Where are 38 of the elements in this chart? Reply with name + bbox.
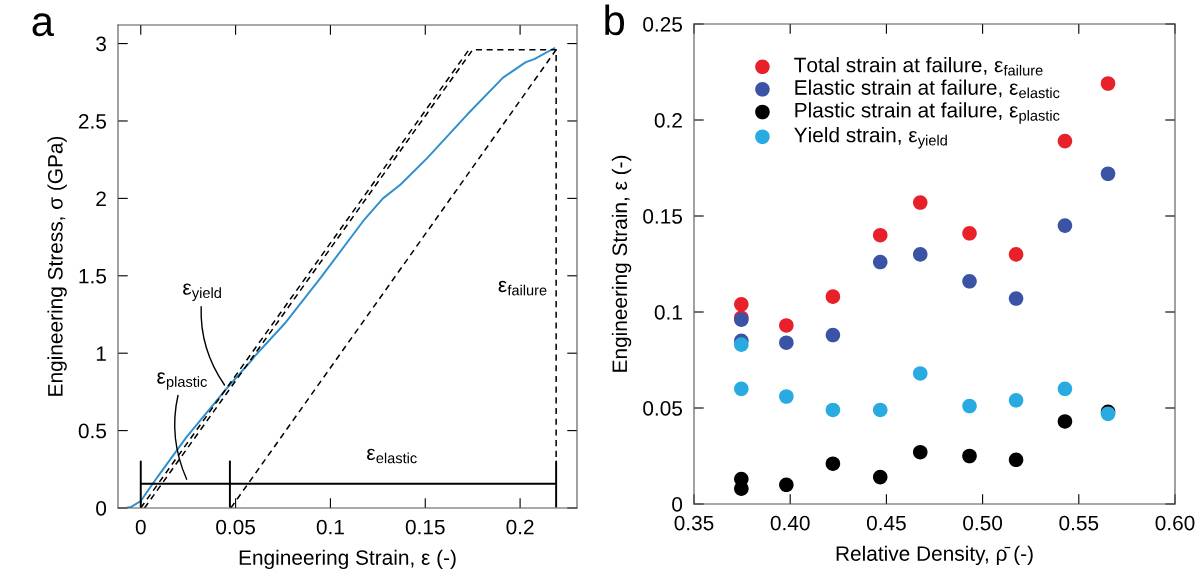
annotation: ε$_{failure}$: [498, 280, 547, 296]
x-tick-label: 0.1: [316, 519, 344, 535]
y-tick-label: 0.15: [643, 209, 683, 224]
y-tick-label: 0.5: [78, 423, 107, 439]
x-tick-label: 0.45: [866, 515, 906, 531]
annotation: ε$_{elastic}$: [367, 448, 417, 464]
legend-label: Elastic strain at failure, ε$_{elastic}$: [795, 79, 1060, 99]
x-tick-label: 0.60: [1155, 515, 1195, 531]
text: b: [605, 4, 625, 36]
legend-label: Total strain at failure, ε$_{failure}$: [794, 57, 1043, 76]
y-tick-label: 0.05: [643, 401, 683, 416]
x-tick-label: 0.50: [963, 515, 1003, 531]
y-tick-label: 3: [96, 36, 106, 52]
x-tick-label: 0.2: [506, 519, 534, 535]
x-axis-title: Relative Density, ρ̄ (-): [836, 545, 1033, 566]
y-tick-label: 0.25: [643, 17, 683, 32]
y-tick-label: 0.1: [654, 305, 682, 320]
legend-label: Plastic strain at failure, ε$_{plastic}$: [795, 102, 1060, 124]
y-axis-title: Engineering Stress, σ (GPa): [47, 136, 67, 396]
x-axis-title: Engineering Strain, ε (-): [239, 549, 456, 570]
x-tick-label: 0.05: [216, 519, 255, 535]
x-tick-label: 0.40: [770, 515, 810, 531]
x-tick-label: 0.35: [674, 515, 714, 531]
y-tick-label: 1.5: [79, 269, 107, 284]
x-tick-label: 0.15: [405, 519, 445, 535]
y-tick-label: 2.5: [78, 113, 107, 129]
y-tick-label: 0: [672, 497, 683, 512]
legend-label: Yield strain, ε$_{yield}$: [794, 127, 947, 149]
y-tick-label: 2: [96, 191, 106, 206]
y-tick-label: 1: [96, 346, 106, 361]
x-tick-label: 0: [135, 519, 146, 535]
annotation: ε$_{plastic}$: [157, 372, 207, 390]
y-tick-label: 0: [96, 501, 107, 516]
y-axis-title: Engineering Strain, ε (-): [611, 155, 632, 372]
x-tick-label: 0.55: [1059, 515, 1099, 531]
y-tick-label: 0.2: [654, 113, 682, 128]
text: a: [32, 13, 54, 37]
annotation: ε$_{yield}$: [183, 283, 221, 301]
